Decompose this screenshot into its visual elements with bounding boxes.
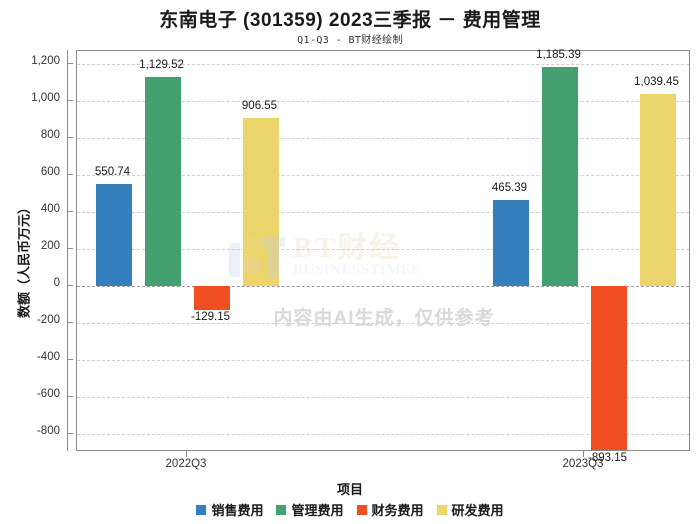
y-axis-tick-label: 600 — [40, 165, 60, 178]
y-axis-tick-label: -400 — [36, 350, 60, 363]
y-axis-tick-label: -200 — [36, 313, 60, 326]
x-axis-tick — [583, 451, 584, 457]
bar-value-label: 1,185.39 — [536, 48, 581, 61]
legend-item[interactable]: 研发费用 — [436, 500, 504, 519]
gridline — [77, 63, 689, 65]
x-axis-tick-label: 2022Q3 — [165, 458, 207, 470]
y-axis-tick-label: 0 — [53, 276, 60, 289]
legend-swatch-icon — [436, 504, 447, 515]
bar-value-label: 906.55 — [241, 100, 278, 113]
bar[interactable] — [639, 93, 676, 286]
gridline — [77, 396, 689, 398]
legend-label: 管理费用 — [291, 503, 344, 518]
legend-swatch-icon — [276, 504, 287, 515]
bar[interactable] — [144, 76, 181, 286]
bar-value-label: 1,039.45 — [634, 75, 679, 88]
legend-swatch-icon — [196, 504, 207, 515]
bar-value-label: -893.15 — [587, 451, 627, 464]
y-axis-tick — [67, 432, 73, 434]
y-axis-tick-label: 200 — [40, 239, 60, 252]
y-axis-tick — [67, 173, 73, 175]
y-axis-tick — [67, 395, 73, 397]
gridline — [77, 433, 689, 435]
plot-area: BT财经 BUSINESSTIMES 内容由AI生成，仅供参考 — [76, 50, 690, 451]
bar-value-label: 1,129.52 — [139, 58, 184, 71]
y-axis-tick-label: 1,000 — [31, 91, 60, 104]
y-axis-tick-label: 400 — [40, 202, 60, 215]
legend-label: 销售费用 — [211, 503, 264, 518]
gridline — [77, 174, 689, 176]
watermark-brand-sub: BUSINESSTIMES — [293, 262, 421, 279]
chart-legend: 销售费用 管理费用 财务费用 研发费用 — [0, 500, 700, 519]
legend-swatch-icon — [356, 504, 367, 515]
chart-title: 东南电子 (301359) 2023三季报 － 费用管理 — [159, 10, 541, 31]
bar[interactable] — [242, 118, 279, 286]
legend-label: 财务费用 — [371, 503, 424, 518]
y-axis-tick-label: -800 — [36, 424, 60, 437]
legend-item[interactable]: 管理费用 — [276, 500, 344, 519]
gridline — [77, 322, 689, 324]
y-axis-tick — [67, 62, 73, 64]
x-axis-tick-label: 2023Q3 — [562, 458, 604, 470]
bar-value-label: 550.74 — [94, 165, 131, 178]
chart-subtitle: Q1-Q3 - BT财经绘制 — [297, 35, 403, 46]
legend-label: 研发费用 — [451, 503, 504, 518]
gridline — [77, 137, 689, 139]
y-axis-tick-label: 800 — [40, 128, 60, 141]
x-axis-title: 项目 — [336, 482, 363, 497]
y-axis-tick-label: -600 — [36, 387, 60, 400]
y-axis-tick — [67, 247, 73, 249]
gridline — [77, 359, 689, 361]
bar[interactable] — [541, 66, 578, 286]
y-axis-tick — [67, 136, 73, 138]
y-axis-title: 数额（人民币万元） — [16, 201, 32, 319]
legend-item[interactable]: 销售费用 — [196, 500, 263, 519]
bar[interactable] — [492, 199, 529, 286]
bar[interactable] — [95, 183, 132, 286]
gridline — [77, 248, 689, 250]
y-axis-tick-label: 1,200 — [31, 54, 60, 67]
bar-value-label: 465.39 — [491, 181, 528, 194]
y-axis-tick — [67, 358, 73, 360]
gridline — [77, 100, 689, 102]
y-axis-tick — [67, 284, 73, 286]
legend-item[interactable]: 财务费用 — [356, 500, 424, 519]
bar[interactable] — [590, 285, 627, 450]
bar[interactable] — [193, 285, 230, 310]
x-axis-tick — [186, 451, 187, 457]
y-axis-line — [67, 50, 68, 451]
gridline — [77, 285, 689, 287]
y-axis-tick — [67, 99, 73, 101]
bar-value-label: -129.15 — [190, 310, 230, 323]
y-axis-tick — [67, 321, 73, 323]
gridline — [77, 211, 689, 213]
y-axis-tick — [67, 210, 73, 212]
